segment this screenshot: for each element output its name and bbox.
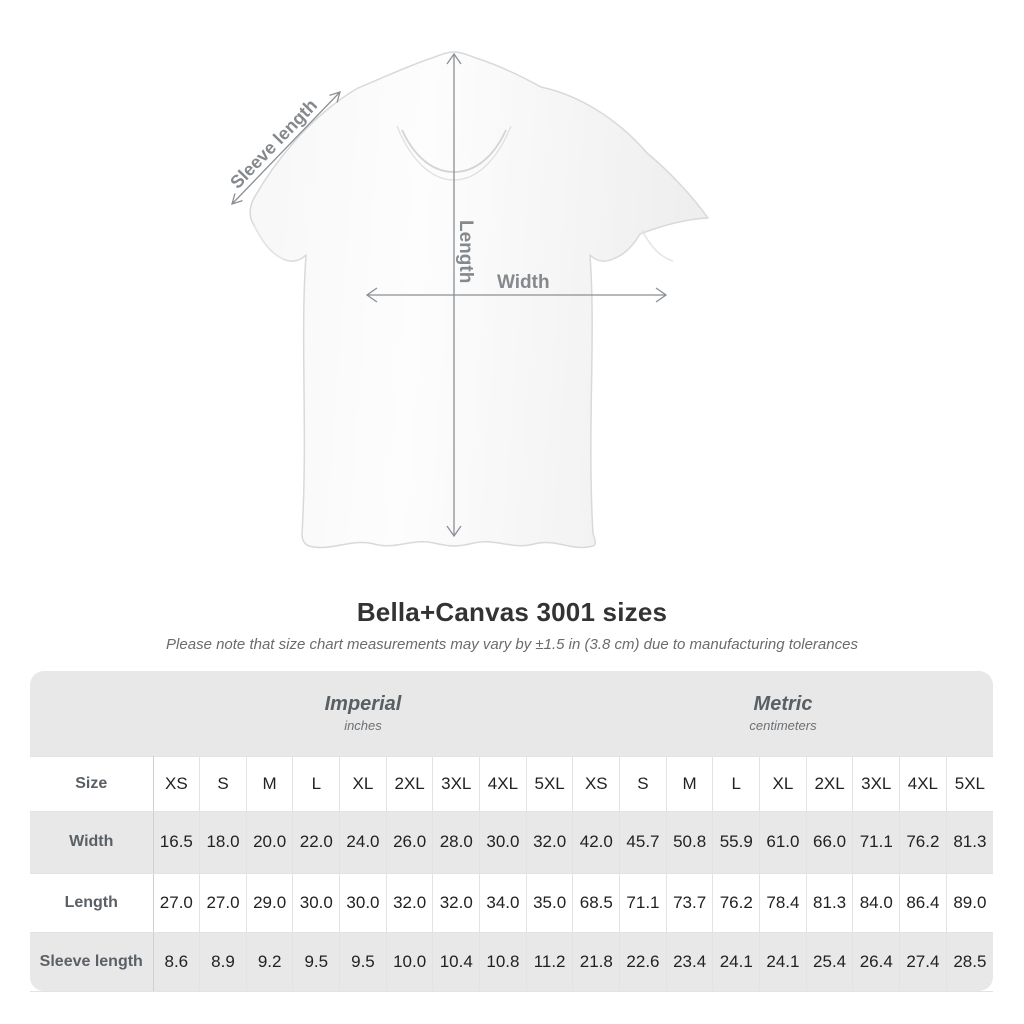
svg-text:Width: Width bbox=[497, 272, 550, 293]
svg-text:Length: Length bbox=[455, 220, 476, 283]
